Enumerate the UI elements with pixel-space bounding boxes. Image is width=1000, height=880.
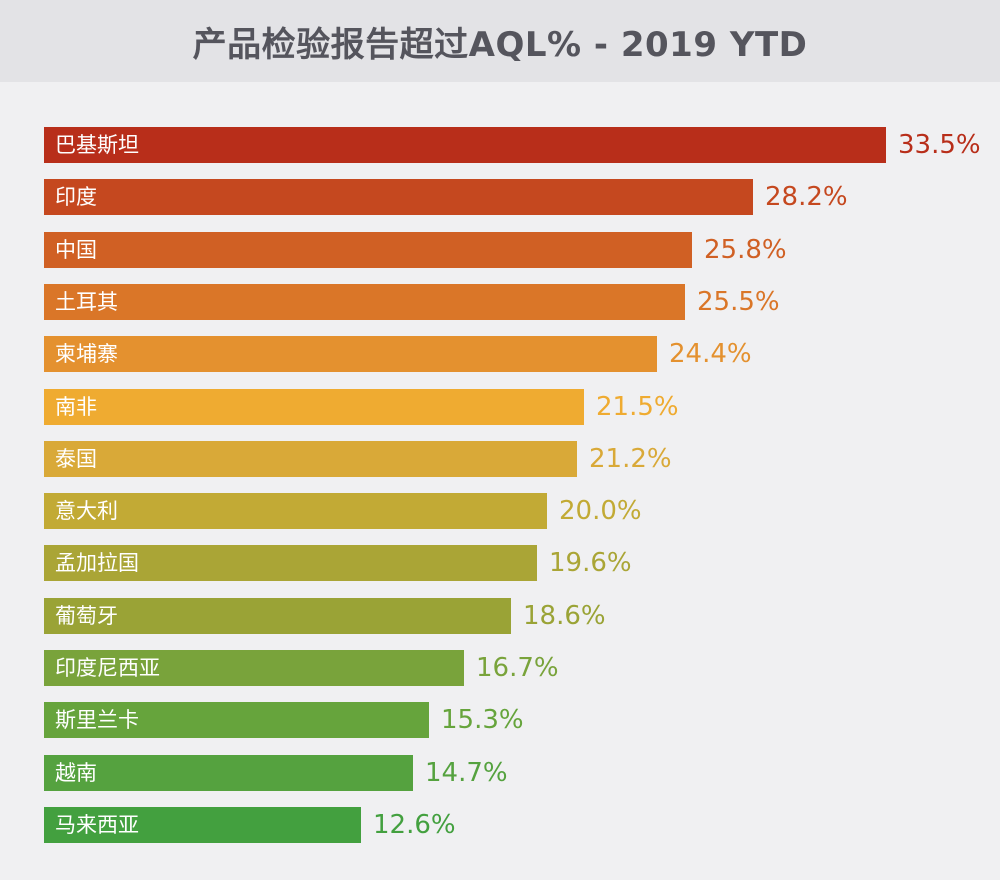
bar: 土耳其	[44, 284, 685, 320]
bar-category-label: 马来西亚	[55, 813, 139, 837]
bar-category-label: 土耳其	[55, 290, 118, 314]
bar-row: 马来西亚 12.6%	[44, 807, 471, 843]
bar-category-label: 南非	[55, 395, 97, 419]
bar-value-label: 15.3%	[441, 705, 524, 735]
bar-row: 南非 21.5%	[44, 389, 694, 425]
bar: 斯里兰卡	[44, 702, 429, 738]
bar-value-label: 21.2%	[589, 444, 672, 474]
bar-row: 葡萄牙 18.6%	[44, 598, 621, 634]
bar-category-label: 斯里兰卡	[55, 708, 139, 732]
bar-category-label: 柬埔寨	[55, 342, 118, 366]
bar-row: 土耳其 25.5%	[44, 284, 795, 320]
bar-category-label: 中国	[55, 238, 97, 262]
bar-value-label: 25.8%	[704, 235, 787, 265]
bar: 印度	[44, 179, 753, 215]
bar-value-label: 33.5%	[898, 130, 981, 160]
bar-value-label: 25.5%	[697, 287, 780, 317]
chart-title: 产品检验报告超过AQL% - 2019 YTD	[192, 24, 808, 65]
bar-value-label: 19.6%	[549, 548, 632, 578]
bar-row: 中国 25.8%	[44, 232, 802, 268]
bar-category-label: 葡萄牙	[55, 604, 118, 628]
bar-value-label: 18.6%	[523, 601, 606, 631]
bar: 印度尼西亚	[44, 650, 464, 686]
bar-category-label: 意大利	[55, 499, 118, 523]
bar: 巴基斯坦	[44, 127, 886, 163]
bar: 孟加拉国	[44, 545, 537, 581]
bar-value-label: 20.0%	[559, 496, 642, 526]
bar: 意大利	[44, 493, 547, 529]
bar: 葡萄牙	[44, 598, 511, 634]
bar-value-label: 28.2%	[765, 182, 848, 212]
bar-category-label: 越南	[55, 761, 97, 785]
bar-value-label: 12.6%	[373, 810, 456, 840]
bar-category-label: 孟加拉国	[55, 551, 139, 575]
bar: 中国	[44, 232, 692, 268]
bar-category-label: 印度	[55, 185, 97, 209]
chart-header: 产品检验报告超过AQL% - 2019 YTD	[0, 0, 1000, 82]
bar-chart: 巴基斯坦 33.5% 印度 28.2% 中国 25.8% 土耳其 25.5% 柬埔寨 24.4% 南…	[0, 82, 1000, 880]
bar-value-label: 14.7%	[425, 758, 508, 788]
bar-category-label: 巴基斯坦	[55, 133, 139, 157]
bar-row: 印度 28.2%	[44, 179, 863, 215]
bar-row: 柬埔寨 24.4%	[44, 336, 767, 372]
bar: 马来西亚	[44, 807, 361, 843]
bar: 越南	[44, 755, 413, 791]
bar: 南非	[44, 389, 584, 425]
bar-row: 巴基斯坦 33.5%	[44, 127, 996, 163]
bar: 柬埔寨	[44, 336, 657, 372]
bar-row: 印度尼西亚 16.7%	[44, 650, 574, 686]
bar: 泰国	[44, 441, 577, 477]
bar-value-label: 21.5%	[596, 392, 679, 422]
bar-value-label: 24.4%	[669, 339, 752, 369]
bar-category-label: 印度尼西亚	[55, 656, 160, 680]
bar-row: 泰国 21.2%	[44, 441, 687, 477]
bar-row: 孟加拉国 19.6%	[44, 545, 647, 581]
bar-row: 越南 14.7%	[44, 755, 523, 791]
bar-category-label: 泰国	[55, 447, 97, 471]
bar-value-label: 16.7%	[476, 653, 559, 683]
bar-row: 意大利 20.0%	[44, 493, 657, 529]
bar-row: 斯里兰卡 15.3%	[44, 702, 539, 738]
